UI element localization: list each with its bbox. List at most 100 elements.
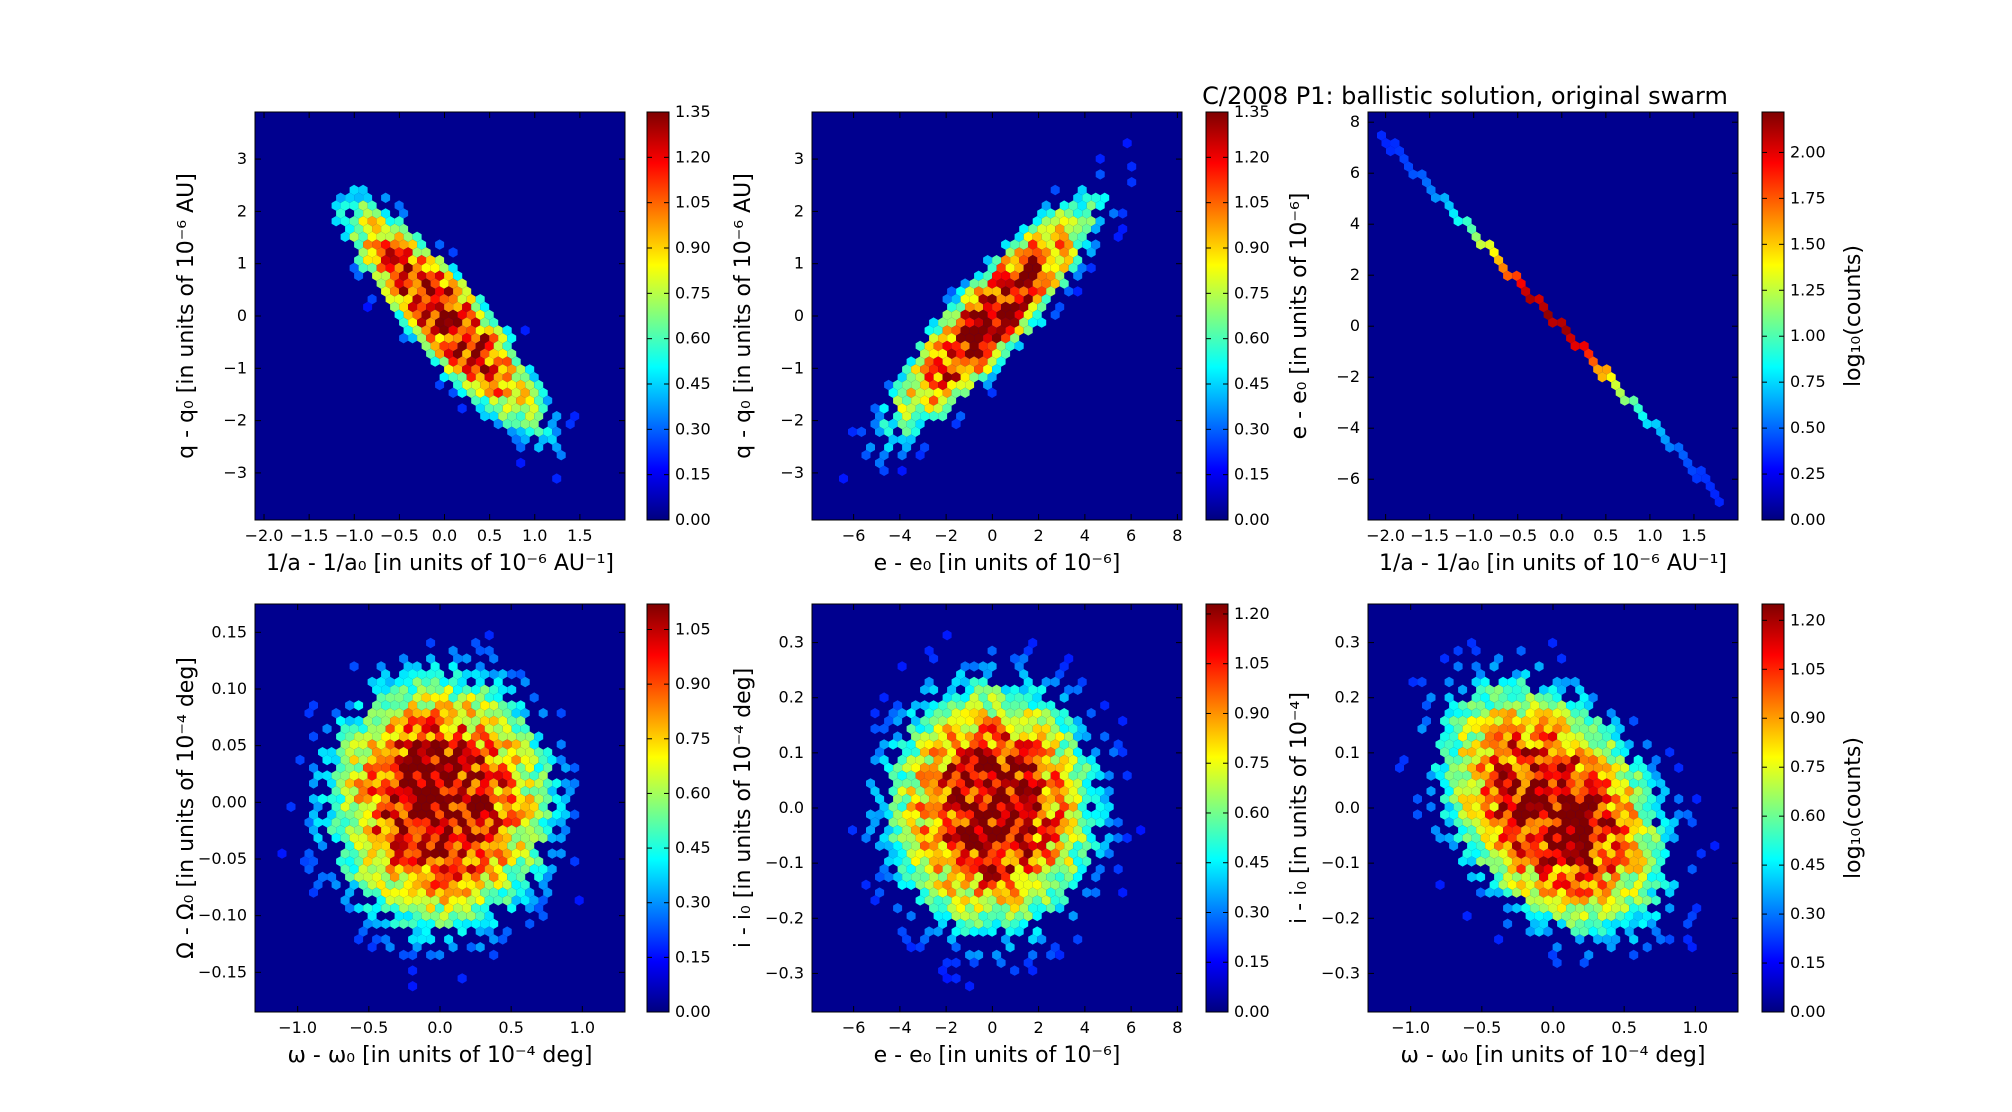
hexbin-cell xyxy=(453,669,463,680)
hexbin-cell xyxy=(408,871,418,883)
hexbin-cell xyxy=(1507,723,1517,734)
hexbin-cell xyxy=(444,903,454,914)
hexbin-cell xyxy=(1019,317,1029,328)
hexbin-cell xyxy=(1032,832,1042,844)
hexbin-cell xyxy=(462,317,472,328)
hexbin-cell xyxy=(1001,333,1011,344)
hexbin-cell xyxy=(947,934,957,945)
hexbin-cell xyxy=(358,739,368,750)
hexbin-cell xyxy=(992,793,1002,805)
hexbin-cell xyxy=(1010,700,1020,711)
hexbin-cell xyxy=(345,871,355,883)
hexbin-cell xyxy=(978,692,988,703)
hexbin-cell xyxy=(992,825,1002,836)
hexbin-cell xyxy=(1548,903,1558,914)
colorbar-tick-label: 0.30 xyxy=(675,893,711,912)
hexbin-cell xyxy=(457,801,467,812)
hexbin-cell xyxy=(1032,262,1042,274)
hexbin-cell xyxy=(471,918,481,929)
hexbin-cell xyxy=(1503,871,1513,883)
hexbin-cell xyxy=(286,801,296,812)
hexbin-cell xyxy=(897,879,907,890)
y-axis-label: Ω - Ω₀ [in units of 10⁻⁴ deg] xyxy=(174,657,199,959)
hexbin-cell xyxy=(394,723,404,734)
hexbin-cell xyxy=(1440,653,1450,664)
hexbin-cell xyxy=(983,669,993,680)
hexbin-cell xyxy=(421,801,431,812)
hexbin-cell xyxy=(1656,825,1666,836)
hexbin-cell xyxy=(987,817,997,828)
hexbin-cell xyxy=(511,864,521,875)
x-tick-label: 0.0 xyxy=(427,1018,452,1037)
hexbin-cell xyxy=(313,832,323,844)
hexbin-cell xyxy=(983,840,993,851)
hexbin-cell xyxy=(1512,778,1522,789)
hexbin-cell xyxy=(331,708,341,719)
hexbin-cell xyxy=(475,692,485,703)
hexbin-cell xyxy=(969,294,979,305)
hexbin-cell xyxy=(1001,715,1011,727)
hexbin-cell xyxy=(978,676,988,688)
hexbin-cell xyxy=(911,715,921,727)
hexbin-cell xyxy=(435,669,445,680)
hexbin-cell xyxy=(1440,809,1450,820)
hexbin-cell xyxy=(354,903,364,914)
hexbin-cell xyxy=(538,434,548,445)
hexbin-cell xyxy=(448,801,458,812)
hexbin-cell xyxy=(444,793,454,805)
hexbin-cell xyxy=(1480,832,1490,844)
hexbin-cell xyxy=(875,411,885,422)
hexbin-cell xyxy=(502,770,512,781)
y-tick-label: 0.1 xyxy=(1335,743,1360,762)
hexbin-cell xyxy=(1019,762,1029,773)
hexbin-cell xyxy=(1611,778,1621,789)
x-tick-label: −6 xyxy=(842,526,866,545)
hexbin-cell xyxy=(888,434,898,445)
hexbin-cell xyxy=(1019,793,1029,805)
hexbin-cell xyxy=(960,723,970,734)
hexbin-cell xyxy=(1638,871,1648,883)
hexbin-cell xyxy=(1055,270,1065,281)
hexbin-cell xyxy=(1091,223,1101,235)
hexbin-cell xyxy=(489,379,499,391)
hexbin-cell xyxy=(1005,754,1015,766)
hexbin-cell xyxy=(942,692,952,703)
hexbin-cell xyxy=(480,871,490,883)
hexbin-cell xyxy=(1566,825,1576,836)
hexbin-cell xyxy=(956,731,966,742)
hexbin-cell xyxy=(1023,957,1033,968)
hexbin-cell xyxy=(336,715,346,727)
hexbin-cell xyxy=(1010,871,1020,883)
hexbin-cell xyxy=(1023,708,1033,719)
hexbin-cell xyxy=(1073,840,1083,851)
hexbin-cell xyxy=(1629,871,1639,883)
hexbin-cell xyxy=(1014,340,1024,352)
hexbin-cell xyxy=(992,270,1002,281)
hexbin-cell xyxy=(1037,856,1047,867)
hexbin-cell xyxy=(453,731,463,742)
hexbin-cell xyxy=(1570,723,1580,734)
hexbin-cell xyxy=(1014,864,1024,875)
hexbin-cell xyxy=(1557,903,1567,914)
hexbin-cell xyxy=(511,895,521,906)
hexbin-cell xyxy=(1010,825,1020,836)
hexbin-cell xyxy=(960,910,970,922)
hexbin-cell xyxy=(942,372,952,383)
hexbin-cell xyxy=(1055,949,1065,961)
hexbin-cell xyxy=(1462,817,1472,828)
hexbin-cell xyxy=(1041,278,1051,289)
hexbin-cell xyxy=(574,895,584,906)
subplot-5: −6 −4 −2 0 2 4 6 8−0.3−0.2−0.10.00.10.20.3e - e… xyxy=(731,603,1270,1068)
hexbin-cell xyxy=(1453,645,1463,656)
hexbin-cell xyxy=(1041,216,1051,227)
hexbin-cell xyxy=(1552,692,1562,703)
colorbar-tick-label: 0.15 xyxy=(1234,465,1270,484)
hexbin-cell xyxy=(1584,856,1594,867)
hexbin-cell xyxy=(439,262,449,274)
colorbar-gradient xyxy=(646,603,670,1013)
hexbin-cell xyxy=(322,723,332,734)
hexbin-cell xyxy=(480,903,490,914)
hexbin-cell xyxy=(1059,770,1069,781)
hexbin-cell xyxy=(385,754,395,766)
hexbin-cell xyxy=(911,840,921,851)
